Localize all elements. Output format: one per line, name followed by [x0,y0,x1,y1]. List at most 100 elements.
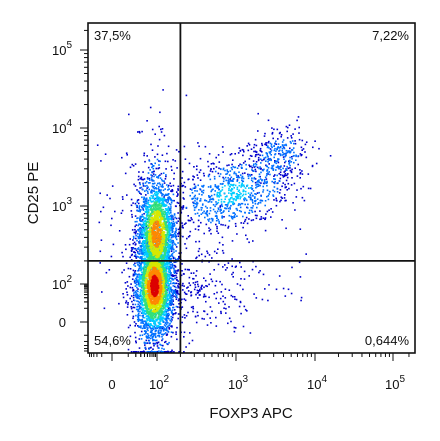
data-point [122,293,124,295]
data-point [138,338,141,340]
data-point [131,253,133,256]
data-point [176,296,178,299]
data-point [228,214,231,217]
data-point [237,204,240,207]
data-point [236,215,238,217]
data-point [153,351,156,353]
data-point [124,172,127,175]
data-point [174,205,177,207]
data-point [139,178,142,180]
data-point [287,182,290,185]
data-point [140,299,142,301]
data-point [231,192,234,194]
data-point [138,347,141,349]
data-point [274,180,276,183]
data-point [237,176,239,179]
data-point [256,206,258,209]
data-point [245,199,248,202]
data-point [173,225,176,227]
data-point [161,197,164,200]
data-point [102,206,105,209]
data-point [164,244,167,247]
data-point [188,219,190,222]
data-point [181,306,184,308]
data-point [272,194,274,196]
data-point [180,212,183,214]
data-point [208,196,210,198]
data-point [168,229,171,231]
data-point [171,311,173,314]
data-point [167,312,170,315]
data-point [273,145,275,147]
data-point [228,289,231,291]
data-point [134,262,136,265]
data-point [140,227,143,230]
data-point [166,247,169,249]
data-point [244,220,246,223]
data-point [188,235,191,237]
data-point [185,315,188,317]
data-point [289,156,291,159]
data-point [246,207,249,209]
data-point [175,333,177,335]
data-point [141,237,143,239]
data-point [147,250,150,252]
data-point [139,231,142,234]
data-point [164,328,166,331]
data-point [157,201,160,203]
data-point [207,174,210,177]
data-point [198,225,200,227]
data-point [215,214,218,217]
data-point [224,303,226,306]
data-point [175,292,178,294]
data-point [213,269,215,271]
data-point [140,322,142,324]
data-point [195,257,197,260]
data-point [215,212,218,214]
data-point [163,270,166,273]
data-point [217,195,220,197]
data-point [242,184,245,187]
data-point [142,223,144,226]
data-point [157,195,159,198]
data-point [259,218,261,221]
data-point [166,263,168,266]
data-point [145,262,148,264]
data-point [208,254,211,256]
data-point [291,266,293,269]
data-point [159,160,161,163]
data-point [291,140,294,142]
data-point [161,186,164,188]
data-point [166,194,169,196]
data-point [142,208,144,210]
data-point [125,248,127,251]
data-point [233,296,236,298]
data-point [144,246,147,248]
data-point [156,184,158,187]
data-point [150,330,152,332]
data-point [252,219,255,221]
data-point [170,294,172,297]
data-point [172,292,175,294]
data-point [136,275,138,278]
data-point [137,270,139,272]
data-point [281,219,283,221]
data-point [144,325,146,327]
data-point [174,257,176,260]
data-point [171,274,174,276]
data-point [290,161,293,163]
data-point [165,214,167,216]
data-point [214,170,217,173]
data-point [255,184,257,186]
data-point [165,243,167,245]
data-point [159,331,162,334]
data-point [258,179,260,181]
data-point [126,314,129,316]
data-point [298,261,301,264]
data-point [162,189,165,192]
data-point [280,165,282,167]
data-point [134,273,137,275]
data-point [192,221,195,224]
data-point [162,344,164,347]
data-point [274,178,276,180]
